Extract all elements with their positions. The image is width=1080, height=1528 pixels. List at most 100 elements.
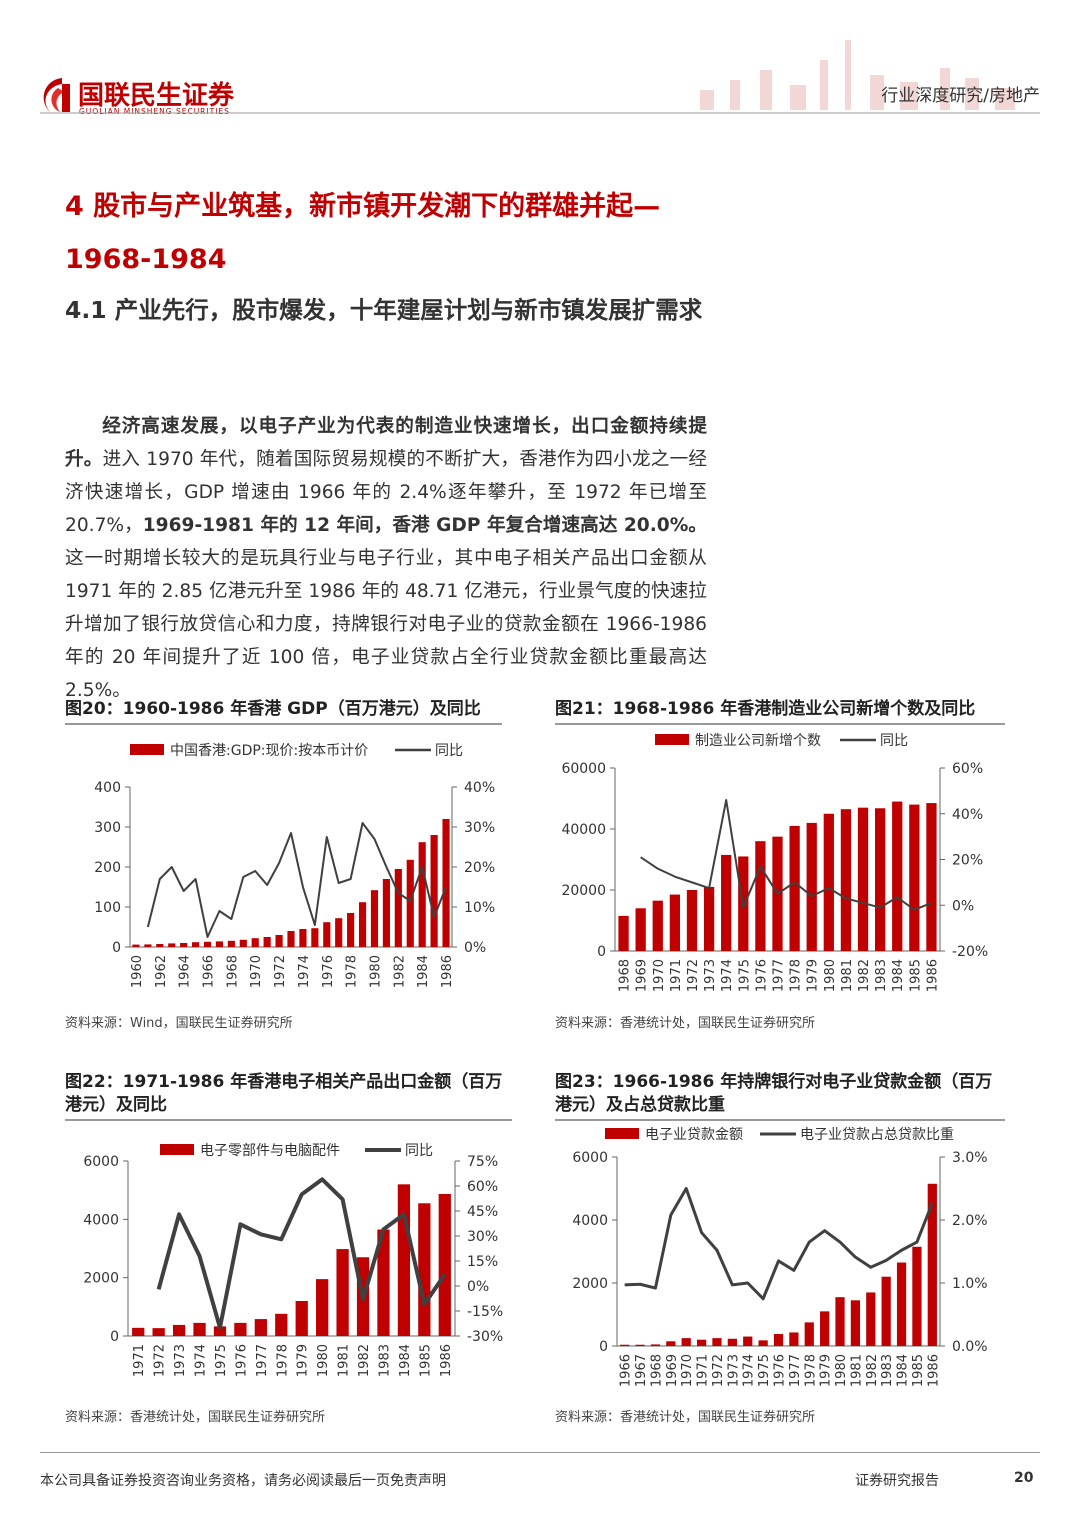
x-tick-label: 1984 bbox=[891, 959, 906, 992]
x-tick-label: 1970 bbox=[680, 1354, 695, 1387]
y2-tick-label: 0% bbox=[467, 1279, 489, 1295]
x-tick-label: 1979 bbox=[296, 1344, 311, 1377]
bar bbox=[394, 869, 402, 947]
x-tick-label: 1980 bbox=[368, 955, 383, 988]
bar bbox=[823, 813, 834, 951]
bar bbox=[686, 890, 698, 951]
y-tick-label: 60000 bbox=[561, 761, 606, 777]
x-tick-label: 1985 bbox=[418, 1344, 433, 1377]
x-tick-label: 1971 bbox=[669, 959, 684, 992]
bar bbox=[430, 835, 438, 947]
bar bbox=[275, 935, 283, 947]
heading-2: 4.1 产业先行，股市爆发，十年建屋计划与新市镇发展扩需求 bbox=[65, 296, 703, 324]
x-tick-label: 1986 bbox=[439, 1344, 454, 1377]
bar bbox=[840, 809, 852, 951]
chart-title: 图20：1960-1986 年香港 GDP（百万港元）及同比 bbox=[65, 698, 502, 725]
x-tick-label: 1983 bbox=[874, 959, 889, 992]
x-tick-label: 1981 bbox=[337, 1344, 352, 1377]
brand: 国联民生证券 bbox=[78, 81, 235, 111]
footer-disclaimer: 本公司具备证券投资咨询业务资格，请务必阅读最后一页免责声明 bbox=[40, 1473, 446, 1489]
bar bbox=[227, 940, 235, 947]
chart-source: 资料来源：香港统计处，国联民生证券研究所 bbox=[65, 1410, 326, 1425]
bar bbox=[926, 803, 937, 951]
x-tick-label: 1969 bbox=[635, 959, 650, 992]
bar bbox=[681, 1338, 691, 1346]
page-number: 20 bbox=[1014, 1470, 1034, 1486]
y2-tick-label: 0% bbox=[464, 940, 486, 956]
x-tick-label: 1969 bbox=[665, 1354, 680, 1387]
text-run: 进入 1970 年代，随着国际贸易规模的不断扩大，香港作为四小龙之一经济快速增长… bbox=[65, 449, 707, 536]
y2-tick-label: 45% bbox=[467, 1204, 498, 1220]
bar bbox=[311, 928, 319, 947]
bar bbox=[789, 825, 800, 951]
x-tick-label: 1985 bbox=[911, 1354, 926, 1387]
line bbox=[624, 1187, 934, 1301]
bar bbox=[172, 1324, 186, 1336]
y-tick-label: 6000 bbox=[83, 1154, 119, 1170]
y-tick-label: 20000 bbox=[561, 883, 606, 899]
y2-tick-label: 60% bbox=[952, 761, 983, 777]
x-tick-label: 1974 bbox=[297, 955, 312, 988]
y2-tick-label: 2.0% bbox=[952, 1213, 988, 1229]
x-tick-label: 1981 bbox=[840, 959, 855, 992]
bar bbox=[758, 1340, 768, 1346]
x-tick-label: 1982 bbox=[857, 959, 872, 992]
bar bbox=[336, 1249, 349, 1336]
bar bbox=[912, 1246, 922, 1346]
bar bbox=[254, 1319, 267, 1336]
bar bbox=[875, 808, 886, 951]
bar bbox=[669, 894, 680, 951]
bar bbox=[857, 807, 869, 951]
footer-rule bbox=[40, 1452, 1040, 1453]
bar bbox=[406, 859, 414, 947]
x-tick-label: 1971 bbox=[132, 1344, 147, 1377]
chart-source: 资料来源：香港统计处，国联民生证券研究所 bbox=[555, 1016, 816, 1031]
text-run: 这一时期增长较大的是玩具行业与电子行业，其中电子相关产品出口金额从 1971 年… bbox=[65, 548, 707, 701]
y-tick-label: 0 bbox=[599, 1339, 608, 1355]
bar bbox=[820, 1311, 830, 1346]
x-tick-label: 1975 bbox=[214, 1344, 229, 1377]
x-tick-label: 1976 bbox=[321, 955, 336, 988]
bar bbox=[896, 1262, 907, 1346]
legend-swatch bbox=[130, 744, 164, 755]
x-tick-label: 1979 bbox=[806, 959, 821, 992]
x-tick-label: 1968 bbox=[649, 1354, 664, 1387]
chart-title: 图23：1966-1986 年持牌银行对电子业贷款金额（百万港元）及占总贷款比重 bbox=[555, 1071, 1005, 1121]
x-tick-label: 1980 bbox=[823, 959, 838, 992]
legend-swatch bbox=[655, 734, 689, 745]
y2-tick-label: -20% bbox=[952, 944, 988, 960]
x-tick-label: 1979 bbox=[819, 1354, 834, 1387]
bar bbox=[193, 1322, 206, 1336]
bar bbox=[377, 1229, 390, 1336]
bar bbox=[712, 1338, 722, 1346]
legend-label: 制造业公司新增个数 bbox=[695, 733, 821, 749]
legend-label: 中国香港:GDP:现价:按本币计价 bbox=[170, 743, 368, 759]
bar bbox=[239, 939, 247, 947]
bar bbox=[789, 1332, 799, 1346]
x-tick-label: 1968 bbox=[225, 955, 240, 988]
bar bbox=[442, 819, 450, 947]
bar bbox=[203, 941, 212, 947]
chart-title: 图21：1968-1986 年香港制造业公司新增个数及同比 bbox=[555, 698, 1005, 725]
chart: 0 100 200 300 400 0% 10% 20% 30% 40% 1960 1962 1964 1… bbox=[94, 743, 495, 988]
bar bbox=[323, 922, 331, 947]
x-tick-label: 1977 bbox=[255, 1344, 270, 1377]
y-tick-label: 4000 bbox=[83, 1212, 119, 1228]
bar bbox=[438, 1193, 451, 1336]
logo-icon bbox=[43, 78, 70, 112]
skyline bbox=[700, 40, 1015, 110]
y-tick-label: 100 bbox=[94, 900, 121, 916]
y2-tick-label: 40% bbox=[952, 807, 983, 823]
bar bbox=[156, 944, 164, 947]
x-tick-label: 1964 bbox=[178, 955, 193, 988]
x-tick-label: 1972 bbox=[686, 959, 701, 992]
x-tick-label: 1966 bbox=[619, 1354, 634, 1387]
bar bbox=[806, 822, 817, 951]
bar bbox=[892, 801, 903, 951]
bar bbox=[132, 1327, 145, 1336]
y-tick-label: 0 bbox=[597, 944, 606, 960]
section-label: 行业深度研究/房地产 bbox=[881, 86, 1040, 106]
bar bbox=[168, 943, 176, 947]
bar bbox=[666, 1341, 676, 1346]
